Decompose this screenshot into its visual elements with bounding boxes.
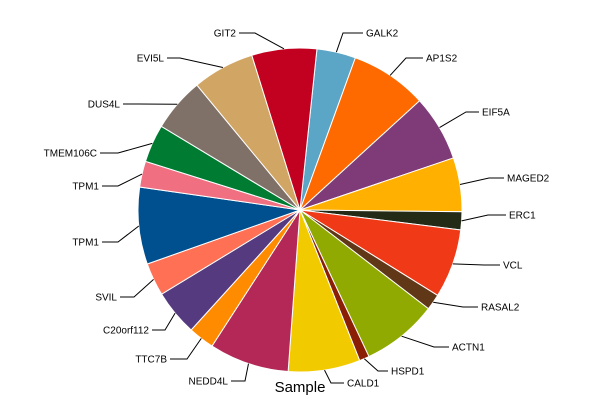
pie-slice-git2-19 xyxy=(251,47,318,211)
leader-line-erc1-4 xyxy=(461,214,506,222)
leader-line-c20orf112-12 xyxy=(152,312,176,331)
leader-line-galk2-0 xyxy=(335,32,363,53)
slice-label-maged2-3: MAGED2 xyxy=(507,174,550,185)
slice-label-rasal2-6: RASAL2 xyxy=(481,303,520,314)
slice-label-nedd4l-10: NEDD4L xyxy=(189,377,229,388)
slice-label-dus4l-17: DUS4L xyxy=(88,100,121,111)
slice-label-tpm1-15: TPM1 xyxy=(72,182,99,193)
slice-label-tmem106c-16: TMEM106C xyxy=(44,149,97,160)
slice-label-eif5a-2: EIF5A xyxy=(482,108,510,119)
chart-title: Sample xyxy=(275,379,326,396)
slice-label-ap1s2-1: AP1S2 xyxy=(426,54,458,65)
slice-label-ttc7b-11: TTC7B xyxy=(135,355,167,366)
leader-line-eif5a-2 xyxy=(439,111,479,129)
leader-line-ap1s2-1 xyxy=(389,57,423,76)
leader-line-hspd1-8 xyxy=(363,358,388,372)
slice-label-actn1-7: ACTN1 xyxy=(452,343,485,354)
leader-line-rasal2-6 xyxy=(433,301,478,308)
slice-label-evi5l-18: EVI5L xyxy=(137,54,165,65)
leader-line-evi5l-18 xyxy=(167,57,224,68)
leader-line-actn1-7 xyxy=(401,335,449,348)
slice-label-tpm1-14: TPM1 xyxy=(72,238,99,249)
leader-line-maged2-3 xyxy=(459,177,504,185)
label-leader-lines xyxy=(100,32,506,384)
leader-line-ttc7b-11 xyxy=(170,338,202,360)
leader-line-tpm1-15 xyxy=(102,173,143,187)
pie-slices xyxy=(137,47,463,373)
slice-label-erc1-4: ERC1 xyxy=(509,211,536,222)
leader-line-nedd4l-10 xyxy=(231,363,249,382)
leader-line-git2-19 xyxy=(239,32,285,50)
slice-labels: GALK2 AP1S2 EIF5A MAGED2 ERC1 VCL RASAL2 ACTN1 H… xyxy=(44,29,550,390)
slice-label-svil-13: SVIL xyxy=(95,293,117,304)
slice-label-galk2-0: GALK2 xyxy=(366,29,399,40)
slice-label-git2-19: GIT2 xyxy=(214,29,237,40)
leader-line-svil-13 xyxy=(120,279,154,298)
slice-label-cald1-9: CALD1 xyxy=(347,379,380,390)
leader-line-cald1-9 xyxy=(324,369,344,384)
leader-line-tpm1-14 xyxy=(102,225,140,243)
leader-line-vcl-5 xyxy=(452,263,500,266)
slice-label-hspd1-8: HSPD1 xyxy=(391,367,425,378)
slice-label-vcl-5: VCL xyxy=(503,261,523,272)
leader-line-tmem106c-16 xyxy=(100,142,153,154)
slice-label-c20orf112-12: C20orf112 xyxy=(103,326,149,337)
